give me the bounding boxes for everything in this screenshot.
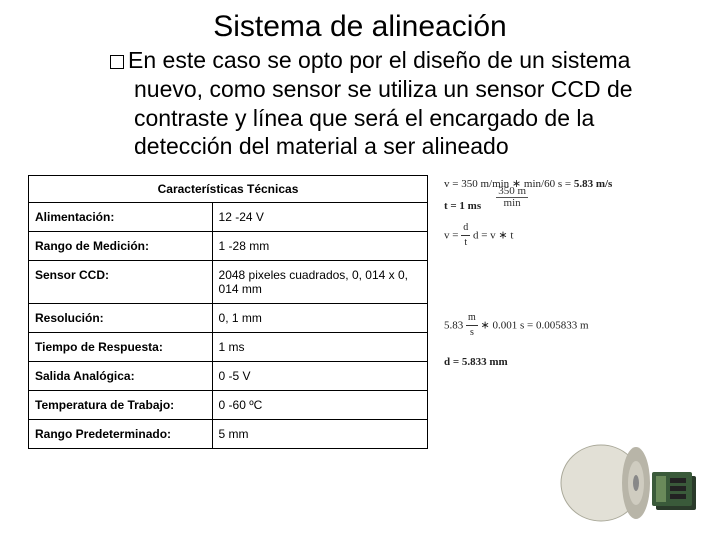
formula-block: v = 350 m/min ∗ min/60 s = 5.83 m/s t = … [428,175,612,377]
body-paragraph: En este caso se opto por el diseño de un… [44,46,700,161]
f5: d = 5.833 mm [444,356,508,368]
table-row: Salida Analógica: 0 -5 V [29,362,428,391]
table-row: Alimentación: 12 -24 V [29,203,428,232]
table-row: Resolución: 0, 1 mm [29,304,428,333]
table-row: Rango de Medición: 1 -28 mm [29,232,428,261]
table-row: Rango Predeterminado: 5 mm [29,420,428,449]
row-value: 12 -24 V [212,203,427,232]
row-value: 1 ms [212,333,427,362]
frac-d-t: dt [461,221,470,251]
f3a: v = [444,229,461,241]
row-value: 1 -28 mm [212,232,427,261]
row-value: 0 -5 V [212,362,427,391]
frac-m-s: ms [466,311,478,341]
formula-line: 5.83 ms ∗ 0.001 s = 0.005833 m [444,311,612,341]
row-value: 5 mm [212,420,427,449]
specs-table-wrap: Características Técnicas Alimentación: 1… [28,175,428,449]
row-label: Temperatura de Trabajo: [29,391,213,420]
roll-hole [633,475,639,491]
formula-line: t = 1 ms [444,199,612,215]
sensor-detail [670,478,686,483]
bullet-marker [110,55,124,69]
sensor-device [652,472,696,510]
sensor-detail [670,486,686,491]
specs-table: Alimentación: 12 -24 V Rango de Medición… [28,202,428,449]
formula-line: d = 5.833 mm [444,355,612,371]
row-label: Rango Predeterminado: [29,420,213,449]
table-row: Tiempo de Respuesta: 1 ms [29,333,428,362]
f4-val: 0.005833 m [536,319,589,331]
row-label: Tiempo de Respuesta: [29,333,213,362]
f2: t = 1 ms [444,200,481,212]
slide-title: Sistema de alineación [20,10,700,44]
f1-val: 5.83 m/s [574,178,613,190]
f4-mid: ∗ 0.001 s = [478,319,536,331]
f3b: d = v ∗ t [470,229,513,241]
sensor-illustration [556,428,706,528]
row-value: 2048 pixeles cuadrados, 0, 014 x 0, 014 … [212,261,427,304]
row-label: Sensor CCD: [29,261,213,304]
table-row: Temperatura de Trabajo: 0 -60 ºC [29,391,428,420]
sensor-detail [670,494,686,499]
row-value: 0 -60 ºC [212,391,427,420]
formula-line: v = dt d = v ∗ t [444,221,612,251]
f4-pre: 5.83 [444,319,466,331]
row-label: Resolución: [29,304,213,333]
formula-line: v = 350 m/min ∗ min/60 s = 5.83 m/s [444,177,612,193]
table-row: Sensor CCD: 2048 pixeles cuadrados, 0, 0… [29,261,428,304]
f1-pre: v = 350 m/min ∗ min/60 s = [444,178,574,190]
table-caption: Características Técnicas [28,175,428,202]
paragraph-text: En este caso se opto por el diseño de un… [128,47,633,159]
row-label: Rango de Medición: [29,232,213,261]
sensor-slot [656,476,666,502]
row-value: 0, 1 mm [212,304,427,333]
row-label: Salida Analógica: [29,362,213,391]
row-label: Alimentación: [29,203,213,232]
